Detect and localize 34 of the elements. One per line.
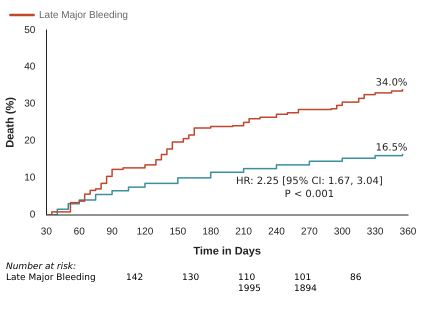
text: Late Major Bleeding [6, 273, 97, 284]
y-tick-label: 20 [24, 136, 36, 147]
legend-label: Late Major Bleeding [39, 10, 128, 21]
text: Number at risk: [6, 262, 78, 273]
x-tick-label: 210 [235, 226, 252, 238]
y-axis-title: Death (%) [4, 96, 17, 148]
annotation: 34.0% [376, 78, 408, 89]
text: 86 [350, 273, 362, 284]
y-tick-label: 30 [24, 98, 36, 110]
x-tick-label: 240 [268, 226, 286, 238]
y-tick-label: 40 [24, 62, 36, 73]
text: 130 [182, 273, 200, 284]
x-tick-label: 120 [136, 226, 154, 238]
annotation: P < 0.001 [284, 189, 334, 200]
text: 142 [126, 273, 144, 284]
y-tick-label: 0 [30, 210, 36, 221]
text: 101 [294, 273, 312, 284]
text: 1995 [238, 284, 262, 295]
x-tick-label: 180 [202, 226, 220, 238]
x-axis-title: Time in Days [193, 245, 261, 258]
x-tick-label: 60 [74, 226, 86, 238]
annotation: 16.5% [376, 142, 408, 154]
x-tick-label: 150 [170, 226, 187, 238]
x-tick-label: 300 [334, 226, 352, 238]
text: 1894 [294, 284, 318, 295]
x-tick-label: 90 [106, 226, 118, 238]
x-tick-label: 30 [40, 226, 52, 238]
x-tick-label: 270 [301, 226, 318, 238]
y-tick-label: 10 [24, 172, 36, 184]
text: 110 [238, 273, 256, 284]
y-tick-label: 50 [24, 24, 36, 36]
x-tick-label: 360 [400, 226, 417, 238]
x-tick-label: 330 [366, 226, 384, 238]
annotation: HR: 2.25 [95% CI: 1.67, 3.04] [236, 176, 383, 188]
